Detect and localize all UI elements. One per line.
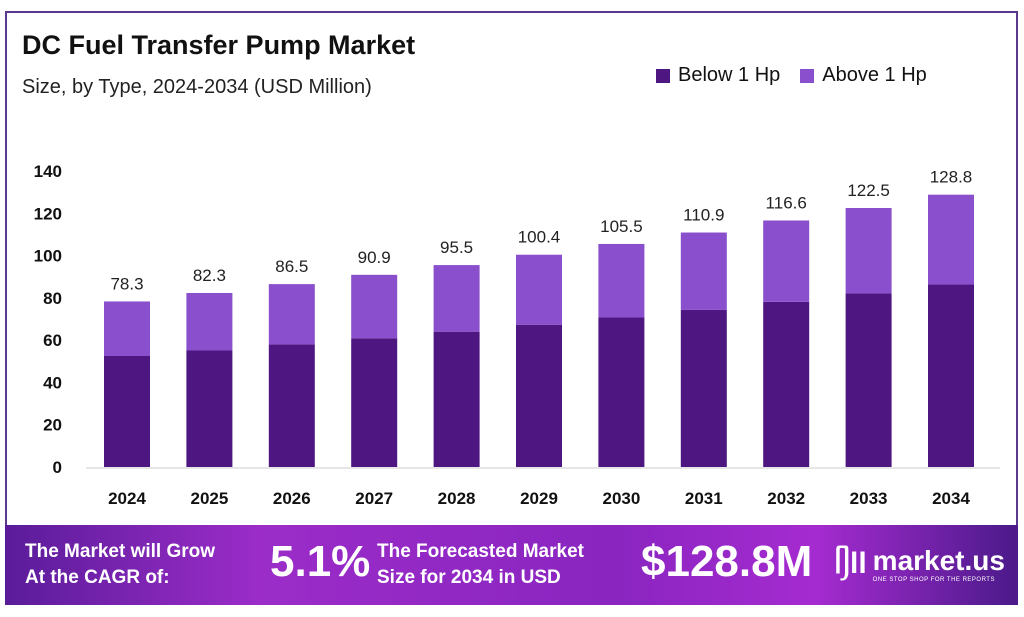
bar-below-1hp-2026	[268, 344, 315, 467]
bar-above-1hp-2033	[845, 208, 892, 294]
legend-label-above: Above 1 Hp	[822, 64, 927, 86]
bar-above-1hp-2028	[433, 265, 480, 332]
x-tick-label: 2031	[685, 489, 723, 508]
bar-above-1hp-2032	[763, 220, 810, 302]
bar-above-1hp-2029	[516, 254, 562, 325]
data-label-2032: 116.6	[766, 193, 807, 212]
chart-subtitle: Size, by Type, 2024-2034 (USD Million)	[22, 76, 372, 98]
market-us-logo: ᥦll market.us ONE STOP SHOP FOR THE REPO…	[835, 545, 1005, 583]
x-tick-label: 2033	[850, 489, 888, 508]
bar-above-1hp-2034	[928, 194, 974, 285]
bar-below-1hp-2029	[516, 324, 562, 467]
logo-name: market.us	[872, 545, 1005, 576]
bar-chart: 0 20 40 60 80 100 120 140 78.3 2024 82.3 2025 86.5 20…	[34, 162, 1000, 508]
x-tick-label: 2034	[932, 489, 970, 508]
x-tick-label: 2030	[602, 489, 640, 508]
chart-frame	[5, 11, 1018, 605]
legend-swatch-below	[656, 68, 670, 83]
bar-below-1hp-2033	[845, 293, 892, 467]
data-label-2026: 86.5	[275, 257, 308, 276]
forecast-label: The Forecasted Market Size for 2034 in U…	[377, 539, 584, 591]
data-label-2031: 110.9	[683, 206, 724, 225]
data-label-2027: 90.9	[358, 248, 391, 267]
y-tick-label: 120	[34, 204, 62, 223]
legend-item-below: Below 1 Hp	[656, 64, 780, 87]
x-tick-label: 2025	[190, 489, 228, 508]
legend-item-above: Above 1 Hp	[800, 64, 927, 87]
bar-above-1hp-2026	[268, 284, 315, 345]
legend-label-below: Below 1 Hp	[678, 64, 781, 86]
cagr-label: The Market will Grow At the CAGR of:	[25, 539, 215, 591]
cagr-label-line2: At the CAGR of:	[25, 567, 170, 588]
forecast-value: $128.8M	[641, 537, 813, 586]
bar-above-1hp-2031	[680, 232, 727, 310]
bar-below-1hp-2028	[433, 331, 480, 467]
footer-banner: The Market will Grow At the CAGR of: 5.1…	[5, 525, 1018, 605]
data-label-2030: 105.5	[600, 217, 643, 236]
forecast-label-line1: The Forecasted Market	[377, 541, 584, 562]
x-tick-label: 2027	[355, 489, 393, 508]
data-label-2024: 78.3	[110, 274, 143, 293]
bar-below-1hp-2034	[928, 284, 974, 467]
bar-above-1hp-2027	[351, 274, 398, 339]
legend: Below 1 Hp Above 1 Hp	[656, 64, 927, 87]
y-tick-label: 60	[43, 331, 62, 350]
y-tick-label: 40	[43, 373, 62, 392]
cagr-label-line1: The Market will Grow	[25, 541, 216, 562]
x-tick-label: 2024	[108, 489, 146, 508]
data-label-2028: 95.5	[440, 238, 473, 257]
bar-below-1hp-2030	[598, 317, 645, 467]
bar-above-1hp-2025	[186, 292, 233, 351]
cagr-value: 5.1%	[270, 537, 371, 586]
forecast-label-line2: Size for 2034 in USD	[377, 567, 561, 588]
logo-tagline: ONE STOP SHOP FOR THE REPORTS	[872, 577, 995, 583]
chart-title: DC Fuel Transfer Pump Market	[22, 30, 416, 60]
bar-above-1hp-2024	[104, 301, 150, 356]
y-tick-label: 80	[43, 289, 62, 308]
data-label-2033: 122.5	[847, 181, 890, 200]
logo-mark-icon: ᥦll	[835, 547, 867, 580]
data-label-2025: 82.3	[193, 266, 226, 285]
bar-above-1hp-2030	[598, 243, 645, 318]
x-tick-label: 2028	[438, 489, 476, 508]
bar-below-1hp-2025	[186, 350, 233, 467]
legend-swatch-above	[800, 68, 815, 83]
bar-below-1hp-2024	[104, 356, 150, 467]
x-tick-label: 2026	[273, 489, 311, 508]
y-tick-label: 20	[43, 416, 62, 435]
x-tick-label: 2029	[520, 489, 558, 508]
bar-below-1hp-2032	[763, 301, 810, 467]
bar-below-1hp-2027	[351, 338, 398, 467]
data-label-2029: 100.4	[518, 228, 561, 247]
y-tick-label: 100	[34, 247, 62, 266]
y-tick-label: 0	[53, 458, 62, 477]
x-tick-label: 2032	[767, 489, 805, 508]
y-tick-label: 140	[34, 162, 62, 181]
bar-below-1hp-2031	[680, 309, 727, 467]
data-label-2034: 128.8	[930, 168, 973, 187]
